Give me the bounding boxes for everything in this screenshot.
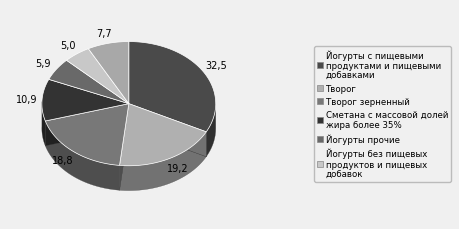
Polygon shape [119,104,206,166]
Polygon shape [119,104,129,190]
Polygon shape [45,121,119,190]
Polygon shape [129,42,215,132]
Polygon shape [88,42,129,104]
Polygon shape [119,132,206,191]
Polygon shape [119,104,129,190]
Polygon shape [67,49,129,104]
Polygon shape [45,104,129,146]
Legend: Йогурты с пищевыми
продуктами и пищевыми
добавками, Творог, Творог зерненный, См: Йогурты с пищевыми продуктами и пищевыми… [313,47,450,182]
Text: 10,9: 10,9 [16,95,37,105]
Text: 7,7: 7,7 [96,28,112,38]
Text: 18,8: 18,8 [52,155,73,165]
Polygon shape [45,104,129,166]
Polygon shape [42,102,45,146]
Text: 5,9: 5,9 [36,59,51,69]
Polygon shape [45,104,129,146]
Text: 5,0: 5,0 [60,41,75,51]
Text: 32,5: 32,5 [205,61,227,71]
Polygon shape [129,104,206,157]
Polygon shape [49,61,129,104]
Text: 19,2: 19,2 [167,163,188,173]
Polygon shape [129,104,206,157]
Polygon shape [42,80,129,121]
Polygon shape [206,104,215,157]
